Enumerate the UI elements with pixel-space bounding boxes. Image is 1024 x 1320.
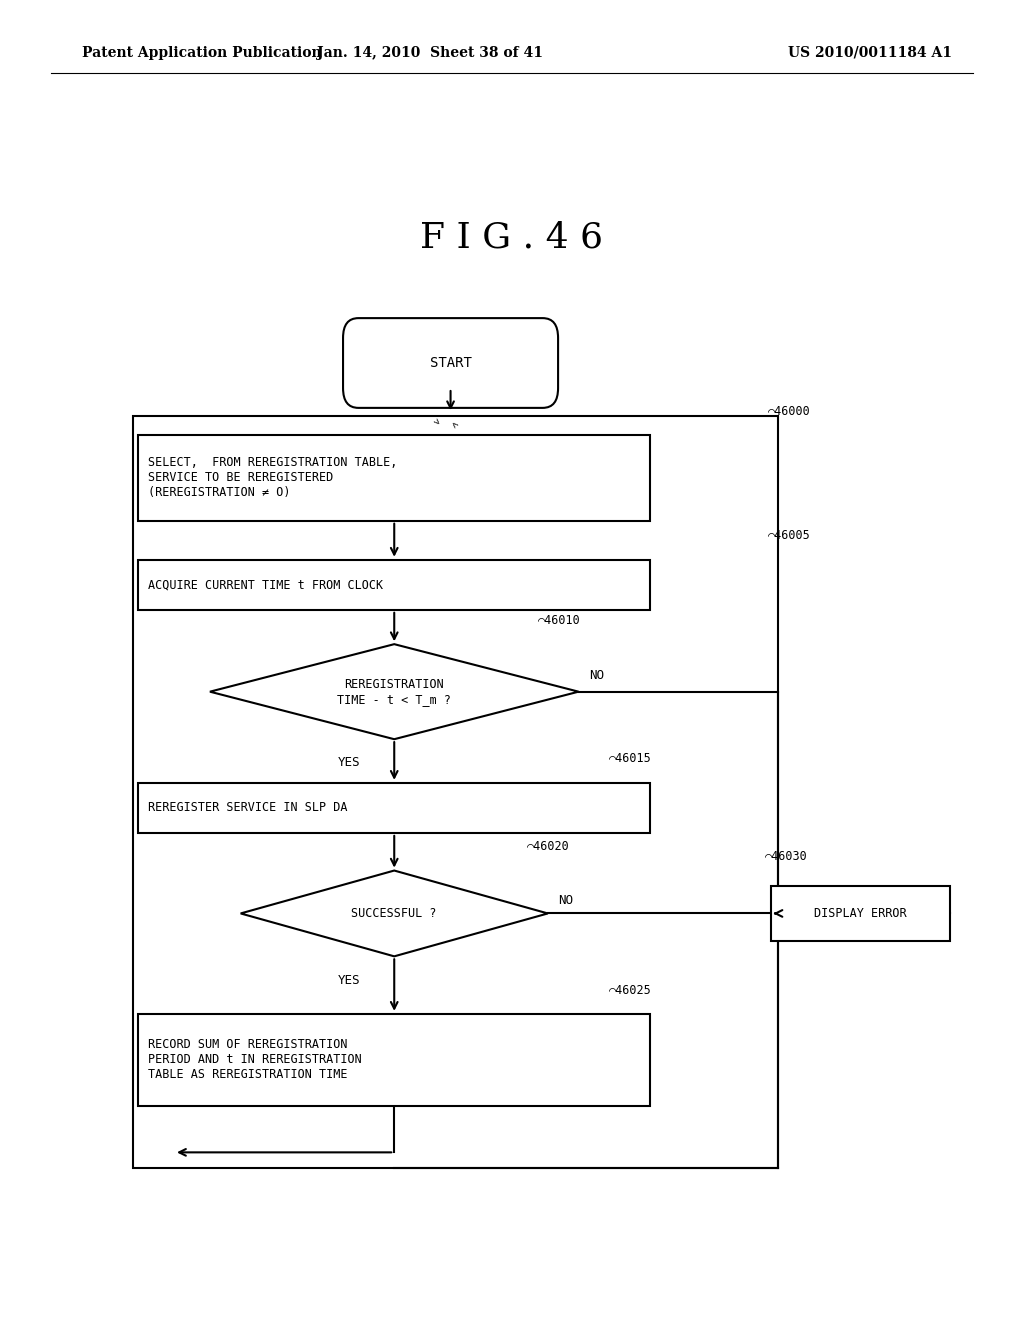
Bar bbox=[138, 1014, 650, 1106]
Text: NO: NO bbox=[589, 669, 604, 682]
Bar bbox=[138, 560, 650, 610]
Polygon shape bbox=[210, 644, 579, 739]
Text: REREGISTRATION
TIME - t < T_m ?: REREGISTRATION TIME - t < T_m ? bbox=[337, 677, 452, 706]
Bar bbox=[138, 783, 650, 833]
Text: START: START bbox=[430, 356, 471, 370]
Text: Jan. 14, 2010  Sheet 38 of 41: Jan. 14, 2010 Sheet 38 of 41 bbox=[317, 46, 543, 59]
Text: SUCCESSFUL ?: SUCCESSFUL ? bbox=[351, 907, 437, 920]
Text: ⌒46020: ⌒46020 bbox=[527, 841, 570, 853]
Text: YES: YES bbox=[338, 974, 360, 986]
Text: >: > bbox=[430, 417, 440, 428]
FancyBboxPatch shape bbox=[343, 318, 558, 408]
Text: ACQUIRE CURRENT TIME t FROM CLOCK: ACQUIRE CURRENT TIME t FROM CLOCK bbox=[148, 578, 384, 591]
Text: F I G . 4 6: F I G . 4 6 bbox=[421, 220, 603, 255]
Bar bbox=[133, 416, 778, 1168]
Text: DISPLAY ERROR: DISPLAY ERROR bbox=[814, 907, 906, 920]
Text: ⌒46030: ⌒46030 bbox=[765, 850, 808, 863]
Text: ⌒46000: ⌒46000 bbox=[768, 405, 811, 417]
Text: ⌒46005: ⌒46005 bbox=[768, 529, 811, 543]
Text: REREGISTER SERVICE IN SLP DA: REREGISTER SERVICE IN SLP DA bbox=[148, 801, 348, 814]
Bar bbox=[138, 434, 650, 520]
Text: Patent Application Publication: Patent Application Publication bbox=[82, 46, 322, 59]
Text: >: > bbox=[451, 417, 461, 428]
Text: ⌒46010: ⌒46010 bbox=[538, 614, 581, 627]
Text: SELECT,  FROM REREGISTRATION TABLE,
SERVICE TO BE REREGISTERED
(REREGISTRATION ≠: SELECT, FROM REREGISTRATION TABLE, SERVI… bbox=[148, 457, 398, 499]
Text: ⌒46015: ⌒46015 bbox=[609, 752, 652, 766]
Text: RECORD SUM OF REREGISTRATION
PERIOD AND t IN REREGISTRATION
TABLE AS REREGISTRAT: RECORD SUM OF REREGISTRATION PERIOD AND … bbox=[148, 1039, 362, 1081]
Polygon shape bbox=[241, 871, 548, 956]
Text: YES: YES bbox=[338, 756, 360, 770]
Text: ⌒46025: ⌒46025 bbox=[609, 983, 652, 997]
Text: NO: NO bbox=[558, 894, 573, 907]
Bar bbox=[770, 886, 950, 941]
Text: US 2010/0011184 A1: US 2010/0011184 A1 bbox=[788, 46, 952, 59]
